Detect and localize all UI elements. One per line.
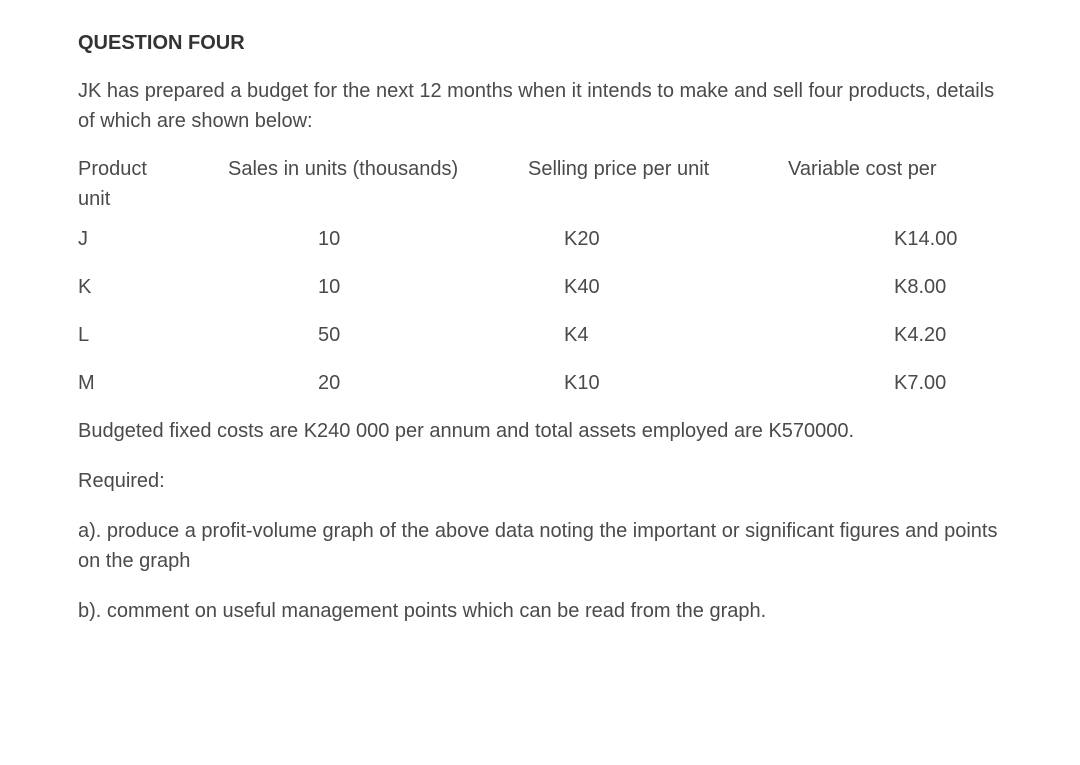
col-header-continuation: unit [78, 184, 1002, 214]
table-row: J 10 K20 K14.00 [78, 224, 1002, 254]
table-row: L 50 K4 K4.20 [78, 320, 1002, 350]
cell-price: K40 [528, 272, 788, 302]
cell-sales: 50 [228, 320, 528, 350]
fixed-costs-line: Budgeted fixed costs are K240 000 per an… [78, 416, 1002, 446]
cell-varcost: K7.00 [788, 368, 1002, 398]
col-header-product: Product [78, 154, 228, 184]
table-header-block: Product Sales in units (thousands) Selli… [78, 154, 1002, 214]
col-header-sales: Sales in units (thousands) [228, 154, 528, 184]
cell-price: K20 [528, 224, 788, 254]
cell-varcost: K8.00 [788, 272, 1002, 302]
cell-product: J [78, 224, 228, 254]
cell-varcost: K4.20 [788, 320, 1002, 350]
cell-price: K10 [528, 368, 788, 398]
cell-sales: 10 [228, 224, 528, 254]
question-page: QUESTION FOUR JK has prepared a budget f… [0, 0, 1080, 626]
cell-sales: 10 [228, 272, 528, 302]
cell-product: M [78, 368, 228, 398]
col-header-price: Selling price per unit [528, 154, 788, 184]
cell-price: K4 [528, 320, 788, 350]
cell-varcost: K14.00 [788, 224, 1002, 254]
requirement-a: a). produce a profit-volume graph of the… [78, 516, 1002, 576]
cell-product: L [78, 320, 228, 350]
table-row: M 20 K10 K7.00 [78, 368, 1002, 398]
requirement-b: b). comment on useful management points … [78, 596, 1002, 626]
col-header-varcost: Variable cost per [788, 154, 1002, 184]
intro-paragraph: JK has prepared a budget for the next 12… [78, 76, 1002, 136]
required-label: Required: [78, 466, 1002, 496]
cell-product: K [78, 272, 228, 302]
table-header-row: Product Sales in units (thousands) Selli… [78, 154, 1002, 184]
question-heading: QUESTION FOUR [78, 28, 1002, 58]
cell-sales: 20 [228, 368, 528, 398]
table-row: K 10 K40 K8.00 [78, 272, 1002, 302]
